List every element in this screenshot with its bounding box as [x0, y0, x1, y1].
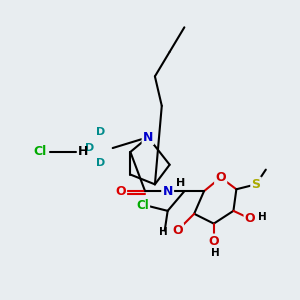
Text: Cl: Cl: [33, 146, 47, 158]
Text: H: H: [78, 146, 88, 158]
Text: H: H: [212, 248, 220, 258]
Text: O: O: [215, 171, 226, 184]
Text: O: O: [208, 235, 219, 248]
Text: N: N: [163, 185, 173, 198]
Text: D: D: [96, 127, 106, 137]
Text: D: D: [96, 158, 106, 168]
Text: H: H: [159, 227, 168, 237]
Text: N: N: [143, 131, 153, 144]
Text: O: O: [172, 224, 183, 237]
Text: H: H: [257, 212, 266, 222]
Text: S: S: [251, 178, 260, 191]
Text: D: D: [85, 143, 94, 153]
Text: O: O: [245, 212, 255, 225]
Text: H: H: [176, 178, 185, 188]
Text: Cl: Cl: [137, 200, 149, 212]
Text: O: O: [115, 185, 126, 198]
